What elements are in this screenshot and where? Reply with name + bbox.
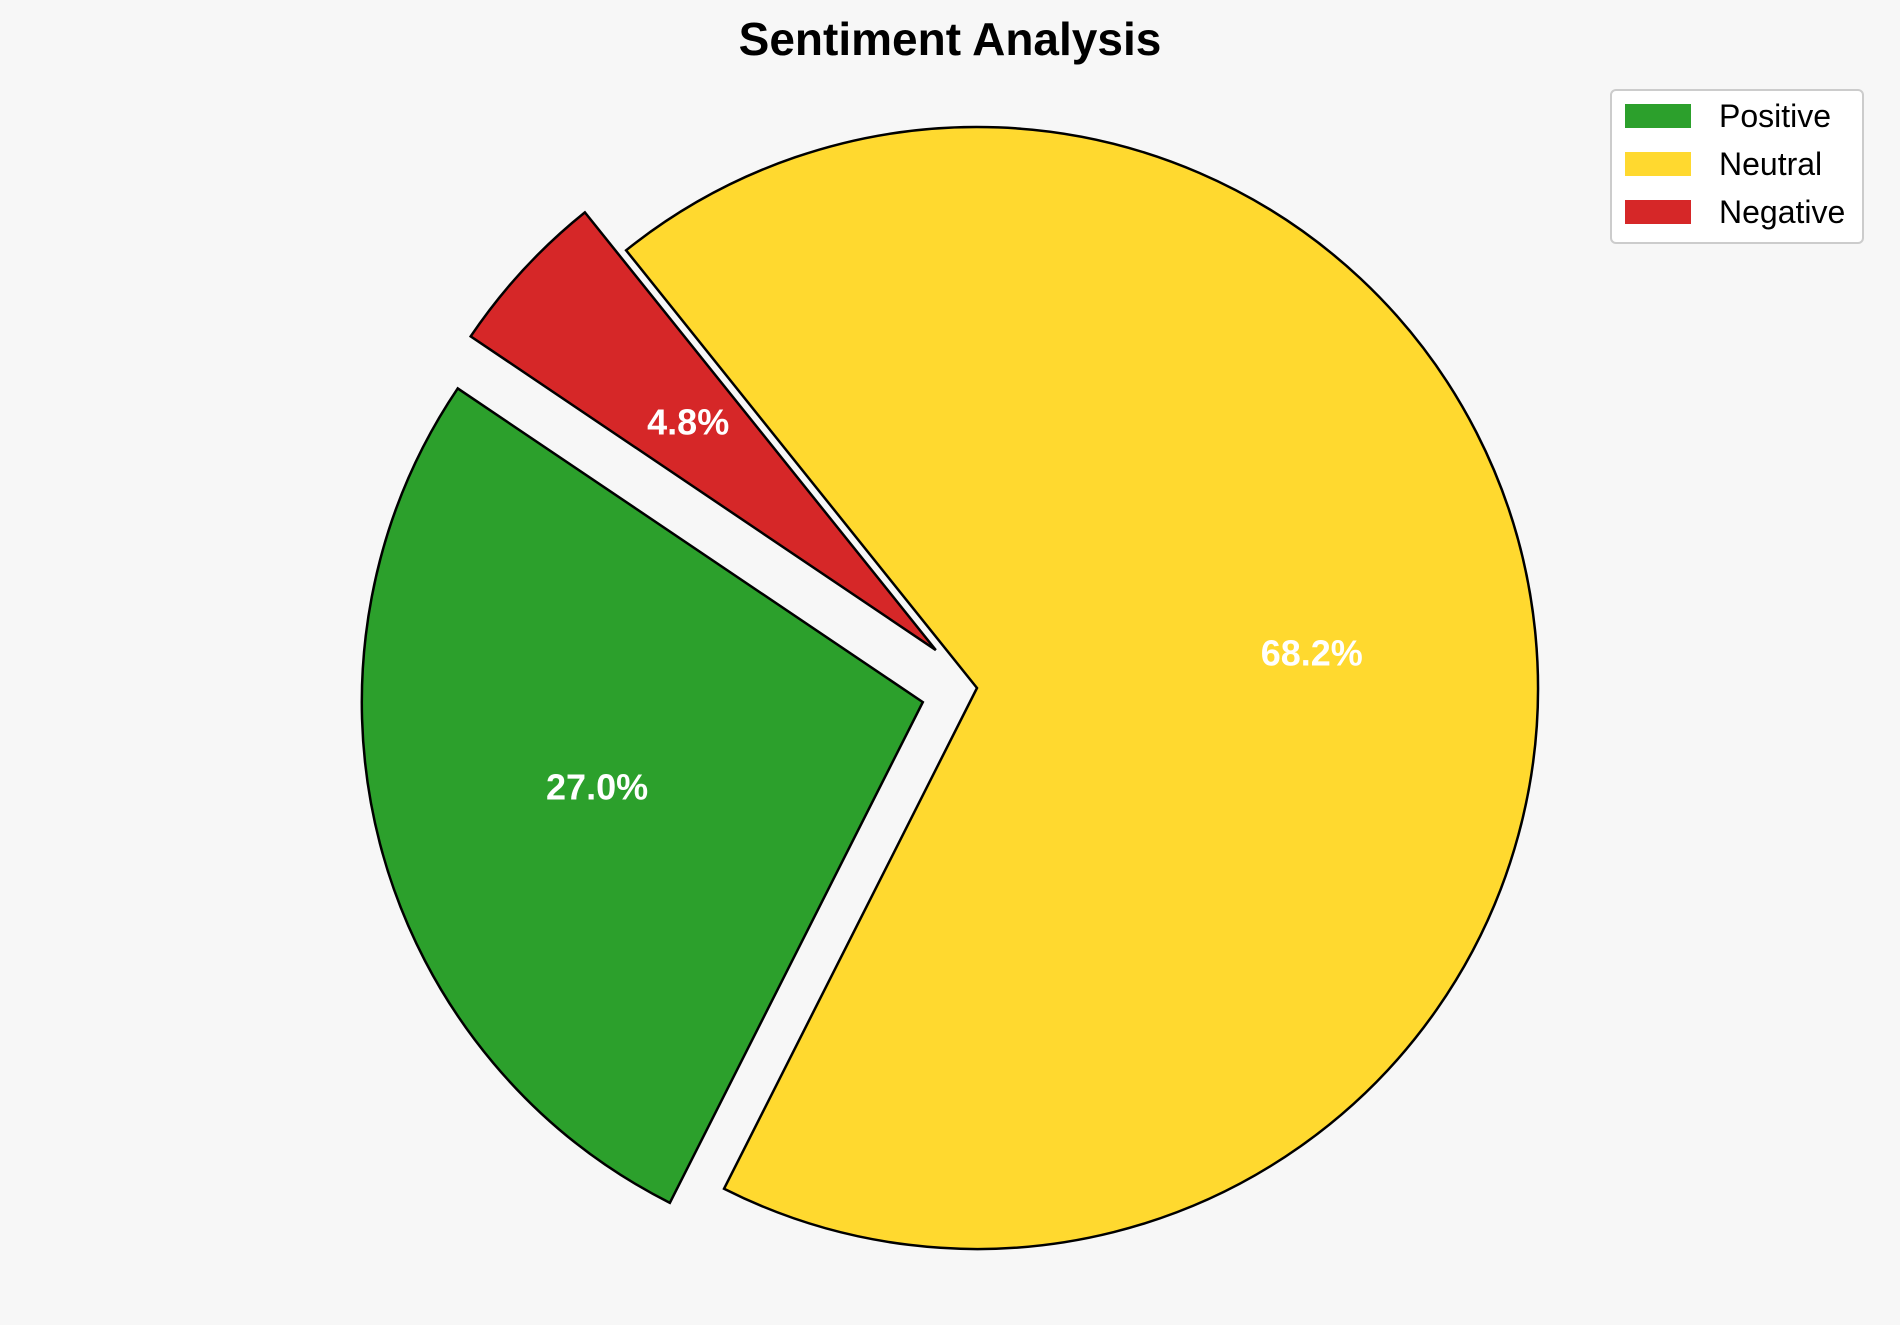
pie-slices bbox=[360, 125, 1540, 1251]
legend-swatch-positive bbox=[1625, 104, 1691, 128]
chart-title: Sentiment Analysis bbox=[739, 13, 1162, 65]
slice-label-negative: 4.8% bbox=[647, 402, 729, 443]
pie-slice-negative bbox=[468, 210, 937, 652]
slice-label-positive: 27.0% bbox=[546, 766, 648, 807]
legend-label-positive: Positive bbox=[1719, 98, 1831, 134]
legend-label-negative: Negative bbox=[1719, 194, 1845, 230]
legend-entries: Positive Neutral Negative bbox=[1625, 98, 1845, 230]
legend-swatch-neutral bbox=[1625, 152, 1691, 176]
pie-slice-labels: 27.0% 68.2% 4.8% bbox=[546, 402, 1363, 808]
legend: Positive Neutral Negative bbox=[1610, 89, 1864, 244]
pie-slice-positive bbox=[360, 386, 925, 1205]
legend-swatch-negative bbox=[1625, 200, 1691, 224]
legend-label-neutral: Neutral bbox=[1719, 146, 1822, 182]
pie-slice-neutral bbox=[624, 125, 1540, 1251]
slice-label-neutral: 68.2% bbox=[1261, 633, 1363, 674]
